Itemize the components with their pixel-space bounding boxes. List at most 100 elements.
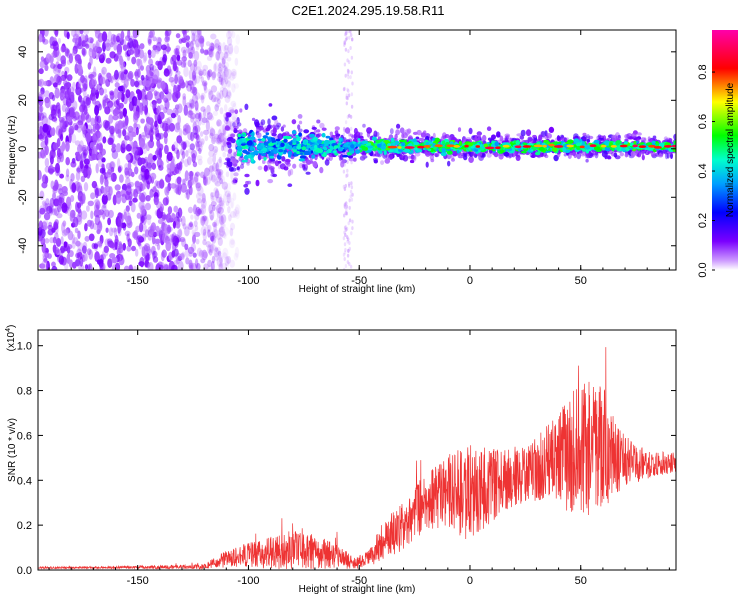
spectrogram-peak-mark	[514, 145, 522, 149]
spectrogram-noise-mark	[215, 137, 222, 145]
spectrogram-core-mark	[309, 146, 315, 150]
spectrogram-noise-mark	[223, 227, 230, 236]
spectrogram-noise-mark	[57, 69, 61, 80]
spectrogram-streak-mark	[351, 134, 354, 139]
spectrogram-noise-mark	[216, 204, 222, 214]
spectrogram-noise-mark	[141, 134, 146, 142]
spectrogram-core-mark	[317, 139, 323, 144]
spectrogram-noise-mark	[161, 44, 167, 51]
snr-ytick-label: 0.2	[17, 520, 32, 532]
spectrogram-noise-mark	[147, 117, 154, 126]
spectrogram-noise-mark	[119, 105, 124, 113]
spectrogram-band-mark	[384, 158, 391, 164]
spectrogram-noise-mark	[111, 150, 119, 160]
spectrogram-noise-mark	[131, 56, 137, 65]
spectrogram-noise-mark	[162, 197, 169, 206]
spectrogram-streak-mark	[346, 96, 349, 101]
spectrogram-peak-mark	[589, 144, 597, 148]
spectrogram-noise-mark	[131, 245, 136, 252]
spectrogram-noise-mark	[50, 63, 56, 69]
spectrogram-noise-mark	[221, 262, 227, 270]
spectrogram-core-mark	[621, 146, 626, 152]
spectrogram-noise-mark	[139, 43, 145, 50]
spectrogram-band-mark	[298, 120, 303, 125]
spectrogram-noise-mark	[83, 167, 89, 178]
spectrogram-core-mark	[237, 141, 242, 146]
spectrogram-noise-mark	[119, 111, 124, 119]
spectrogram-noise-mark	[75, 171, 81, 181]
spectrogram-core-mark	[249, 146, 254, 151]
spectrogram-streak-mark	[345, 31, 348, 36]
spectrogram-noise-mark	[129, 140, 134, 147]
spectrogram-noise-mark	[143, 52, 148, 62]
spectrogram-noise-mark	[181, 37, 187, 44]
spectrogram-band-mark	[347, 155, 354, 159]
spectrogram-core-mark	[285, 143, 289, 150]
spectrogram-streak-mark	[350, 33, 353, 37]
spectrogram-streak-mark	[348, 113, 351, 118]
spectrogram-core-mark	[257, 145, 264, 150]
spectrogram-core-mark	[593, 139, 600, 145]
spectrogram-band-mark	[380, 160, 385, 166]
spectrogram-noise-mark	[211, 255, 216, 264]
spectrogram-noise-mark	[127, 238, 132, 247]
spectrogram-noise-mark	[142, 55, 147, 64]
spectrogram-noise-mark	[218, 42, 222, 49]
spectrogram-noise-mark	[162, 54, 168, 63]
spectrogram-noise-mark	[110, 33, 116, 45]
spectrogram-noise-mark	[153, 196, 159, 206]
spectrogram-noise-mark	[215, 188, 219, 199]
spectrogram-noise-mark	[220, 77, 224, 86]
spectrogram-noise-mark	[218, 156, 222, 164]
spectrogram-band-mark	[519, 135, 525, 140]
spectrogram-noise-mark	[126, 132, 131, 141]
spectrogram-noise-mark	[53, 198, 60, 207]
spectrogram-peak-mark	[464, 144, 469, 148]
spectrogram-noise-mark	[191, 32, 196, 42]
spectrogram-band-mark	[351, 135, 355, 139]
spectrogram-core-mark	[394, 140, 400, 146]
spectrogram-noise-mark	[226, 192, 231, 200]
spectrogram-noise-mark	[196, 263, 201, 270]
spectrogram-noise-mark	[220, 132, 227, 144]
spectrogram-noise-mark	[162, 233, 168, 243]
spectrogram-noise-mark	[39, 263, 46, 269]
spectrogram-noise-mark	[235, 210, 240, 220]
spectrogram-streak-mark	[343, 40, 346, 45]
spectrogram-band-mark	[244, 187, 250, 195]
spectrogram-noise-mark	[41, 260, 48, 270]
spectrogram-noise-mark	[218, 255, 223, 264]
spectrogram-noise-mark	[39, 190, 45, 200]
spectrogram-noise-mark	[161, 249, 167, 258]
spectrogram-streak-mark	[350, 197, 354, 202]
spectrogram-noise-mark	[214, 190, 220, 199]
spectrogram-noise-mark	[140, 262, 144, 268]
spectrogram-noise-mark	[66, 244, 73, 250]
spectrogram-noise-mark	[64, 70, 68, 79]
spectrogram-noise-mark	[210, 191, 214, 200]
spectrogram-noise-mark	[57, 147, 61, 158]
spectrogram-noise-mark	[175, 33, 181, 39]
spectrogram-noise-mark	[190, 40, 194, 51]
spectrogram-noise-mark	[47, 253, 52, 259]
spectrogram-noise-mark	[217, 98, 221, 105]
spectrogram-noise-mark	[224, 51, 229, 59]
spectrogram-noise-mark	[155, 225, 160, 233]
spectrogram-noise-mark	[210, 214, 214, 221]
spectrogram-noise-mark	[59, 88, 67, 100]
spectrogram-noise-mark	[79, 160, 84, 170]
spectrogram-noise-mark	[197, 158, 203, 166]
spectrogram-band-mark	[229, 109, 235, 113]
spectrogram-noise-mark	[182, 95, 187, 107]
spectrogram-noise-mark	[100, 185, 105, 194]
spectrogram-noise-mark	[99, 264, 103, 270]
snr-xtick-label: -100	[237, 575, 259, 587]
spectrogram-peak-mark	[404, 146, 415, 149]
spectrogram-noise-mark	[112, 194, 117, 206]
spectrogram-noise-mark	[202, 108, 207, 118]
spectrogram-core-mark	[593, 146, 601, 151]
spectrogram-band-mark	[340, 159, 346, 164]
spectrogram-noise-mark	[233, 252, 239, 261]
spectrogram-noise-mark	[219, 107, 224, 115]
